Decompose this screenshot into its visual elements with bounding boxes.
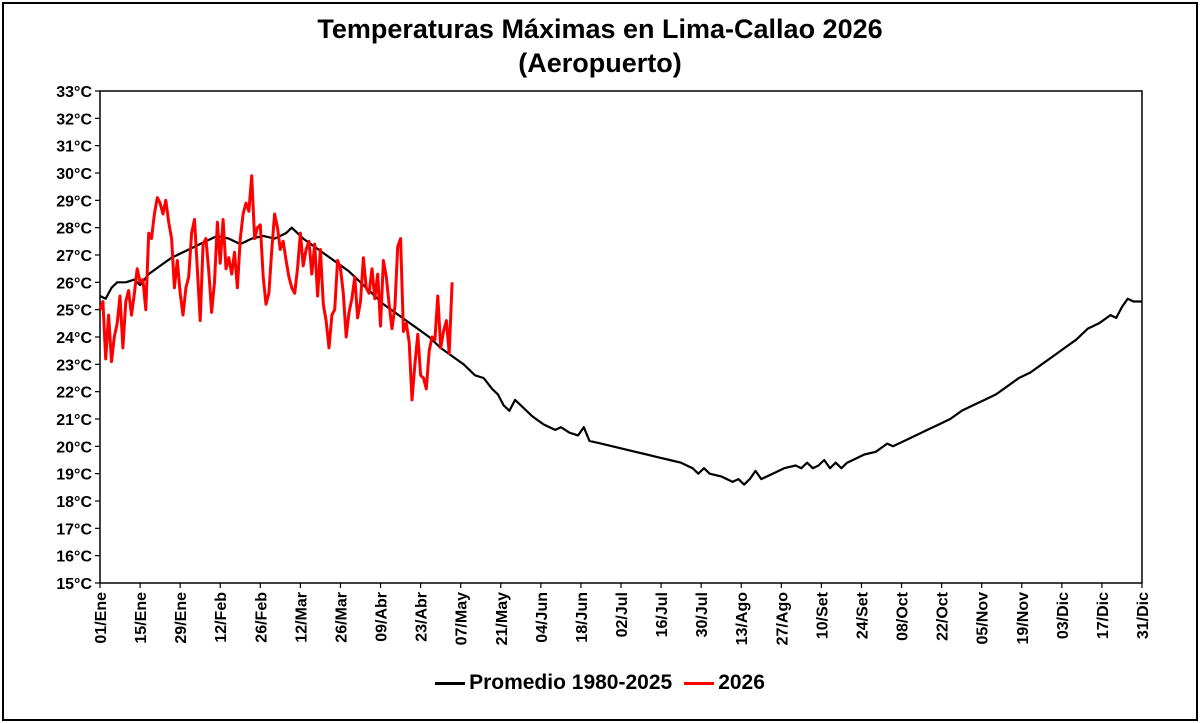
legend-label-2026: 2026 [718,671,765,694]
y-tick-label: 19°C [56,467,92,484]
series-line-promedio [99,226,1142,486]
legend-swatch-2026 [684,681,715,685]
x-tick-label: 30/Jul [694,592,711,637]
plot-area [99,90,1143,584]
x-tick-label: 19/Nov [1015,592,1032,645]
y-tick-label: 24°C [56,330,92,347]
x-tick-label: 01/Ene [93,592,110,644]
x-tick-label: 12/Feb [213,592,230,643]
x-tick-label: 29/Ene [173,592,190,644]
chart-subtitle: (Aeropuerto) [518,48,682,78]
y-tick-label: 26°C [56,275,92,292]
series-line-2026 [98,174,454,402]
x-tick-label: 09/Abr [374,592,391,642]
x-tick-label: 08/Oct [895,591,912,641]
legend-item-2026: 2026 [684,671,765,695]
y-tick-label: 20°C [56,439,92,456]
x-tick-label: 23/Abr [414,592,431,642]
x-tick-label: 05/Nov [975,592,992,645]
x-tick-label: 13/Ago [734,592,751,646]
y-tick-label: 25°C [56,303,92,320]
x-tick-label: 03/Dic [1055,592,1072,639]
y-tick-label: 18°C [56,494,92,511]
y-tick-label: 15°C [56,576,92,593]
x-axis: 01/Ene 15/Ene 29/Ene 12/Feb 26/Feb 12/Mar 26/M… [93,583,1152,645]
x-tick-label: 26/Feb [253,592,270,643]
legend: Promedio 1980-2025 2026 [0,671,1200,695]
x-tick-label: 16/Jul [654,592,671,637]
x-tick-label: 12/Mar [293,592,310,643]
y-axis: 15°C 16°C 17°C 18°C 19°C 20°C 21°C 22°C 23°C 24°C… [56,84,100,593]
y-tick-label: 29°C [56,193,92,210]
x-tick-label: 24/Set [854,591,871,639]
y-tick-label: 16°C [56,549,92,566]
legend-item-promedio: Promedio 1980-2025 [435,671,672,695]
y-tick-label: 27°C [56,248,92,265]
x-tick-label: 17/Dic [1095,592,1112,639]
x-tick-label: 04/Jun [534,592,551,643]
x-tick-label: 31/Dic [1135,592,1152,639]
y-tick-label: 23°C [56,357,92,374]
x-tick-label: 15/Ene [133,592,150,644]
legend-swatch-promedio [435,681,466,685]
y-tick-label: 28°C [56,221,92,238]
x-tick-label: 10/Set [814,591,831,639]
y-tick-label: 31°C [56,139,92,156]
y-tick-label: 21°C [56,412,92,429]
x-tick-label: 07/May [454,592,471,645]
x-tick-label: 26/Mar [333,592,350,643]
x-tick-label: 21/May [494,592,511,645]
x-tick-label: 27/Ago [774,592,791,646]
y-tick-label: 33°C [56,84,92,101]
y-tick-label: 17°C [56,521,92,538]
x-tick-label: 02/Jul [614,592,631,637]
x-tick-label: 22/Oct [935,591,952,641]
series-group [98,174,1142,486]
y-tick-label: 22°C [56,385,92,402]
x-tick-label: 18/Jun [574,592,591,643]
y-tick-label: 30°C [56,166,92,183]
legend-label-promedio: Promedio 1980-2025 [469,671,673,694]
chart-title: Temperaturas Máximas en Lima-Callao 2026 [317,14,883,44]
y-tick-label: 32°C [56,111,92,128]
